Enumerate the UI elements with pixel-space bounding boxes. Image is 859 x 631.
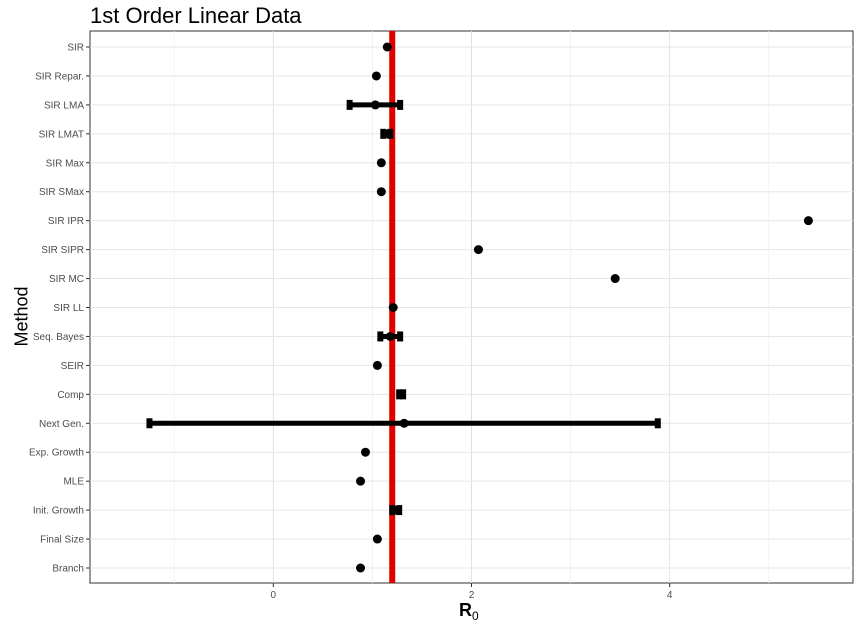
x-axis-label: R0 [459, 600, 479, 623]
data-point [399, 418, 409, 428]
data-point [372, 360, 382, 370]
data-point [360, 447, 370, 457]
y-tick-label: SIR LL [53, 303, 84, 314]
data-point [385, 331, 395, 341]
data-point [610, 274, 620, 284]
data-point [389, 505, 399, 515]
y-tick-label: Branch [52, 564, 84, 575]
error-bar-cap-upper [396, 505, 403, 516]
chart-title: 1st Order Linear Data [90, 3, 302, 28]
y-axis-label: Method [11, 286, 32, 347]
y-tick-label: Seq. Bayes [33, 332, 84, 343]
y-tick-label: SEIR [61, 361, 84, 372]
x-tick-label: 4 [667, 590, 673, 601]
y-tick-label: MLE [63, 477, 84, 488]
data-point [372, 534, 382, 544]
y-tick-label: SIR IPR [48, 216, 84, 227]
x-axis-label-main: R [459, 600, 472, 620]
x-tick-label: 2 [469, 590, 475, 601]
data-point [370, 100, 380, 110]
y-tick-label: SIR Max [46, 158, 84, 169]
error-bar-cap-upper [397, 99, 404, 110]
y-tick-label: Final Size [40, 535, 84, 546]
error-bar-cap-upper [654, 418, 661, 429]
x-tick-labels: 0 2 4 [271, 583, 673, 601]
data-point [383, 129, 393, 139]
data-point [803, 216, 813, 226]
y-tick-label: Exp. Growth [29, 448, 84, 459]
y-tick-label: SIR LMAT [39, 129, 84, 140]
data-point [356, 563, 366, 573]
data-point [376, 158, 386, 168]
y-tick-label: SIR LMA [44, 100, 84, 111]
data-marks [146, 42, 813, 573]
y-tick-label: SIR SIPR [41, 245, 84, 256]
x-tick-label: 0 [271, 590, 277, 601]
y-tick-label: SIR [67, 43, 84, 54]
data-point [388, 303, 398, 312]
data-point [382, 42, 392, 52]
y-tick-label: Init. Growth [33, 506, 84, 517]
grid-lines [90, 31, 853, 583]
error-bar-cap-upper [397, 331, 404, 342]
data-point [396, 389, 406, 399]
data-point [376, 187, 386, 197]
error-bar-cap-lower [346, 99, 353, 110]
error-bar-cap-lower [377, 331, 384, 342]
data-point [473, 245, 483, 255]
error-bar-cap-lower [380, 128, 387, 139]
y-tick-label: Next Gen. [39, 419, 84, 430]
y-tick-label: SIR MC [49, 274, 84, 285]
y-tick-label: Comp [57, 390, 84, 401]
y-tick-labels: SIR SIR Repar. SIR LMA SIR LMAT SIR Max SIR S… [29, 43, 90, 575]
error-bar-cap-lower [146, 418, 153, 429]
x-axis-label-sub: 0 [472, 609, 479, 623]
data-point [356, 476, 366, 486]
data-point [371, 71, 381, 81]
y-tick-label: SIR SMax [39, 187, 84, 198]
y-tick-label: SIR Repar. [35, 71, 84, 82]
